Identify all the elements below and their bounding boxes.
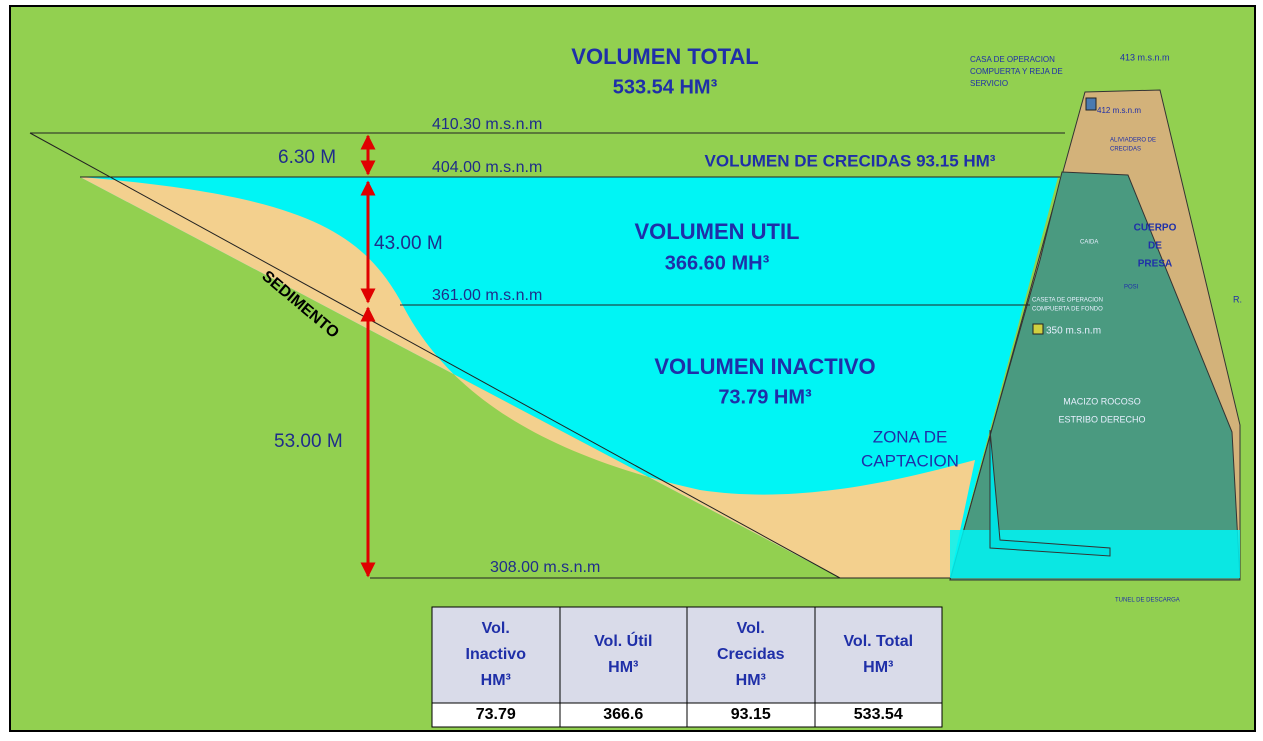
flood-volume: VOLUMEN DE CRECIDAS 93.15 HM³ xyxy=(705,151,996,170)
table-cell: 533.54 xyxy=(854,706,903,723)
dam-label: CASA DE OPERACION xyxy=(970,55,1055,64)
dam-label: MACIZO ROCOSO xyxy=(1063,396,1141,406)
dam-label: TUNEL DE DESCARGA xyxy=(1115,598,1180,604)
sediment-area xyxy=(80,177,975,578)
level-label: 308.00 m.s.n.m xyxy=(490,559,600,576)
dam-label: DE xyxy=(1148,241,1162,252)
table-header-cell: Vol. xyxy=(737,620,765,637)
height-label: 43.00 M xyxy=(374,233,443,254)
bottom-house xyxy=(1032,323,1044,335)
useful-label: VOLUMEN UTIL xyxy=(635,219,800,244)
inactive-label: VOLUMEN INACTIVO xyxy=(654,354,875,379)
service-house xyxy=(1085,97,1097,111)
table-header-cell: Vol. Útil xyxy=(594,631,652,650)
dam-label: SERVICIO xyxy=(970,79,1008,88)
dam-label: COMPUERTA DE FONDO xyxy=(1032,307,1103,313)
intake-label: ZONA DE xyxy=(873,427,948,446)
height-label: 53.00 M xyxy=(274,431,343,452)
dam-label: 413 m.s.n.m xyxy=(1120,52,1170,62)
intake-tunnel xyxy=(989,429,1111,557)
table-header-cell: HM³ xyxy=(608,659,638,676)
title: VOLUMEN TOTAL xyxy=(571,44,758,69)
level-label: 361.00 m.s.n.m xyxy=(432,287,542,304)
useful-value: 366.60 MH³ xyxy=(665,252,770,274)
dam-label: COMPUERTA Y REJA DE xyxy=(970,67,1063,76)
table-header-cell: HM³ xyxy=(481,672,511,689)
table-cell: 73.79 xyxy=(476,706,516,723)
dam-label: R. xyxy=(1233,294,1242,304)
dam-label: ALIVIADERO DE xyxy=(1110,138,1156,144)
table-header-cell: HM³ xyxy=(736,672,766,689)
dam-label: PRESA xyxy=(1138,259,1172,270)
level-label: 410.30 m.s.n.m xyxy=(432,116,542,133)
dam-label: CAIDA xyxy=(1080,240,1098,246)
table-cell: 366.6 xyxy=(603,706,643,723)
total-volume: 533.54 HM³ xyxy=(613,76,718,98)
dam-label: 350 m.s.n.m xyxy=(1046,326,1101,337)
table-header-cell: Vol. Total xyxy=(843,633,913,650)
dam-label: ESTRIBO DERECHO xyxy=(1058,414,1145,424)
height-label: 6.30 M xyxy=(278,147,336,168)
table-header-cell: Crecidas xyxy=(717,646,785,663)
dam-label: CRECIDAS xyxy=(1110,147,1141,153)
table-cell: 93.15 xyxy=(731,706,771,723)
bank-line xyxy=(29,132,841,579)
table-header-cell: Vol. xyxy=(482,620,510,637)
dam-label: CUERPO xyxy=(1134,223,1177,234)
dam-label: CASETA DE OPERACION xyxy=(1032,298,1103,304)
rock-mass xyxy=(949,171,1241,581)
table-header-cell: Inactivo xyxy=(466,646,527,663)
table-header-cell: HM³ xyxy=(863,659,893,676)
level-label: 404.00 m.s.n.m xyxy=(432,159,542,176)
intake-label: CAPTACION xyxy=(861,451,959,470)
volume-table xyxy=(431,606,943,728)
inactive-value: 73.79 HM³ xyxy=(718,386,812,408)
dam-label: 412 m.s.n.m xyxy=(1097,106,1141,115)
dam-label: POSI xyxy=(1124,285,1139,291)
